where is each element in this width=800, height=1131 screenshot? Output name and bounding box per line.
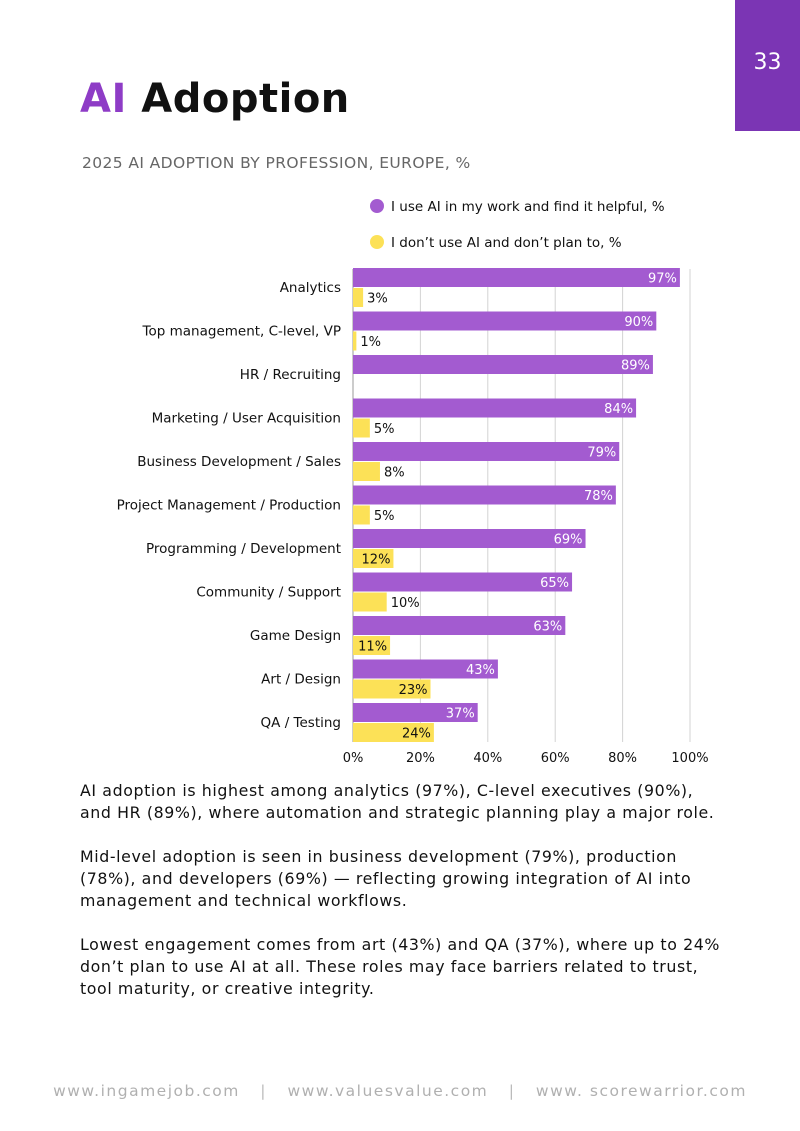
value-label-no-ai: 11% [358, 640, 387, 655]
value-label-ai-helpful: 37% [446, 707, 475, 722]
value-label-ai-helpful: 65% [540, 576, 569, 591]
x-tick-label: 60% [541, 751, 570, 766]
value-label-no-ai: 3% [367, 292, 388, 307]
footer-links: www.ingamejob.com | www.valuesvalue.com … [0, 1082, 800, 1100]
category-label: QA / Testing [261, 715, 341, 731]
bar-ai-helpful [353, 616, 566, 635]
value-label-ai-helpful: 63% [533, 620, 562, 635]
bar-no-ai [353, 549, 394, 568]
bar-no-ai [353, 331, 357, 351]
value-label-ai-helpful: 97% [648, 272, 677, 287]
category-label: Business Development / Sales [137, 454, 341, 470]
bar-no-ai [353, 592, 387, 612]
x-tick-label: 80% [608, 751, 637, 766]
page-number: 33 [753, 50, 782, 75]
legend-label-1: I use AI in my work and find it helpful,… [391, 199, 665, 215]
x-tick-label: 40% [473, 751, 502, 766]
bar-no-ai [353, 723, 434, 742]
bar-ai-helpful [353, 529, 586, 548]
page-title: AI Adoption [80, 76, 350, 122]
x-tick-label: 0% [343, 751, 364, 766]
x-tick-label: 100% [671, 751, 708, 766]
bar-ai-helpful [353, 398, 637, 418]
paragraph-3: Lowest engagement comes from art (43%) a… [80, 935, 721, 998]
value-label-no-ai: 12% [362, 553, 391, 568]
bar-ai-helpful [353, 442, 620, 461]
value-label-no-ai: 24% [402, 727, 431, 742]
bar-no-ai [353, 418, 370, 438]
value-label-no-ai: 1% [360, 335, 381, 350]
category-label: Top management, C-level, VP [142, 324, 341, 340]
value-label-ai-helpful: 79% [587, 446, 616, 461]
category-label: Marketing / User Acquisition [152, 411, 341, 427]
bar-ai-helpful [353, 268, 680, 287]
category-label: Programming / Development [146, 541, 341, 557]
category-label: Art / Design [261, 672, 341, 688]
bar-no-ai [353, 679, 431, 699]
footer-link-valuesvalue[interactable]: www.valuesvalue.com [287, 1082, 489, 1100]
bar-no-ai [353, 288, 364, 307]
footer-separator: | [508, 1082, 516, 1100]
value-label-ai-helpful: 89% [621, 359, 650, 374]
bar-no-ai [353, 462, 380, 481]
value-label-ai-helpful: 84% [604, 402, 633, 417]
category-label: Analytics [280, 280, 341, 296]
bar-ai-helpful [353, 311, 657, 331]
footer-link-scorewarrior[interactable]: www. scorewarrior.com [535, 1082, 747, 1100]
footer-link-ingamejob[interactable]: www.ingamejob.com [53, 1082, 240, 1100]
chart-subtitle: 2025 AI ADOPTION BY PROFESSION, EUROPE, … [82, 154, 471, 172]
value-label-no-ai: 23% [399, 683, 428, 698]
category-label: Project Management / Production [117, 498, 341, 514]
adoption-bar-chart: I use AI in my work and find it helpful,… [117, 199, 709, 766]
value-label-no-ai: 8% [384, 466, 405, 481]
value-label-ai-helpful: 78% [584, 489, 613, 504]
commentary: AI adoption is highest among analytics (… [80, 780, 730, 1022]
bar-ai-helpful [353, 703, 478, 722]
x-tick-label: 20% [406, 751, 435, 766]
legend-marker-2 [370, 235, 384, 249]
paragraph-2: Mid-level adoption is seen in business d… [80, 847, 692, 910]
title-accent: AI [80, 76, 127, 122]
page-number-badge: 33 [735, 0, 800, 131]
bar-ai-helpful [353, 485, 616, 505]
legend-marker-1 [370, 199, 384, 213]
bar-ai-helpful [353, 659, 498, 679]
bar-ai-helpful [353, 572, 573, 592]
bar-ai-helpful [353, 355, 653, 374]
value-label-no-ai: 10% [391, 596, 420, 611]
category-label: Community / Support [196, 585, 341, 601]
paragraph-1: AI adoption is highest among analytics (… [80, 781, 715, 822]
value-label-no-ai: 5% [374, 509, 395, 524]
category-label: Game Design [250, 628, 341, 644]
footer-separator: | [260, 1082, 268, 1100]
value-label-ai-helpful: 69% [554, 533, 583, 548]
bar-no-ai [353, 505, 370, 525]
title-rest: Adoption [141, 76, 350, 122]
category-label: HR / Recruiting [240, 367, 341, 383]
value-label-ai-helpful: 90% [624, 315, 653, 330]
legend-label-2: I don’t use AI and don’t plan to, % [391, 235, 622, 251]
bar-no-ai [353, 636, 391, 655]
value-label-no-ai: 5% [374, 422, 395, 437]
value-label-ai-helpful: 43% [466, 663, 495, 678]
